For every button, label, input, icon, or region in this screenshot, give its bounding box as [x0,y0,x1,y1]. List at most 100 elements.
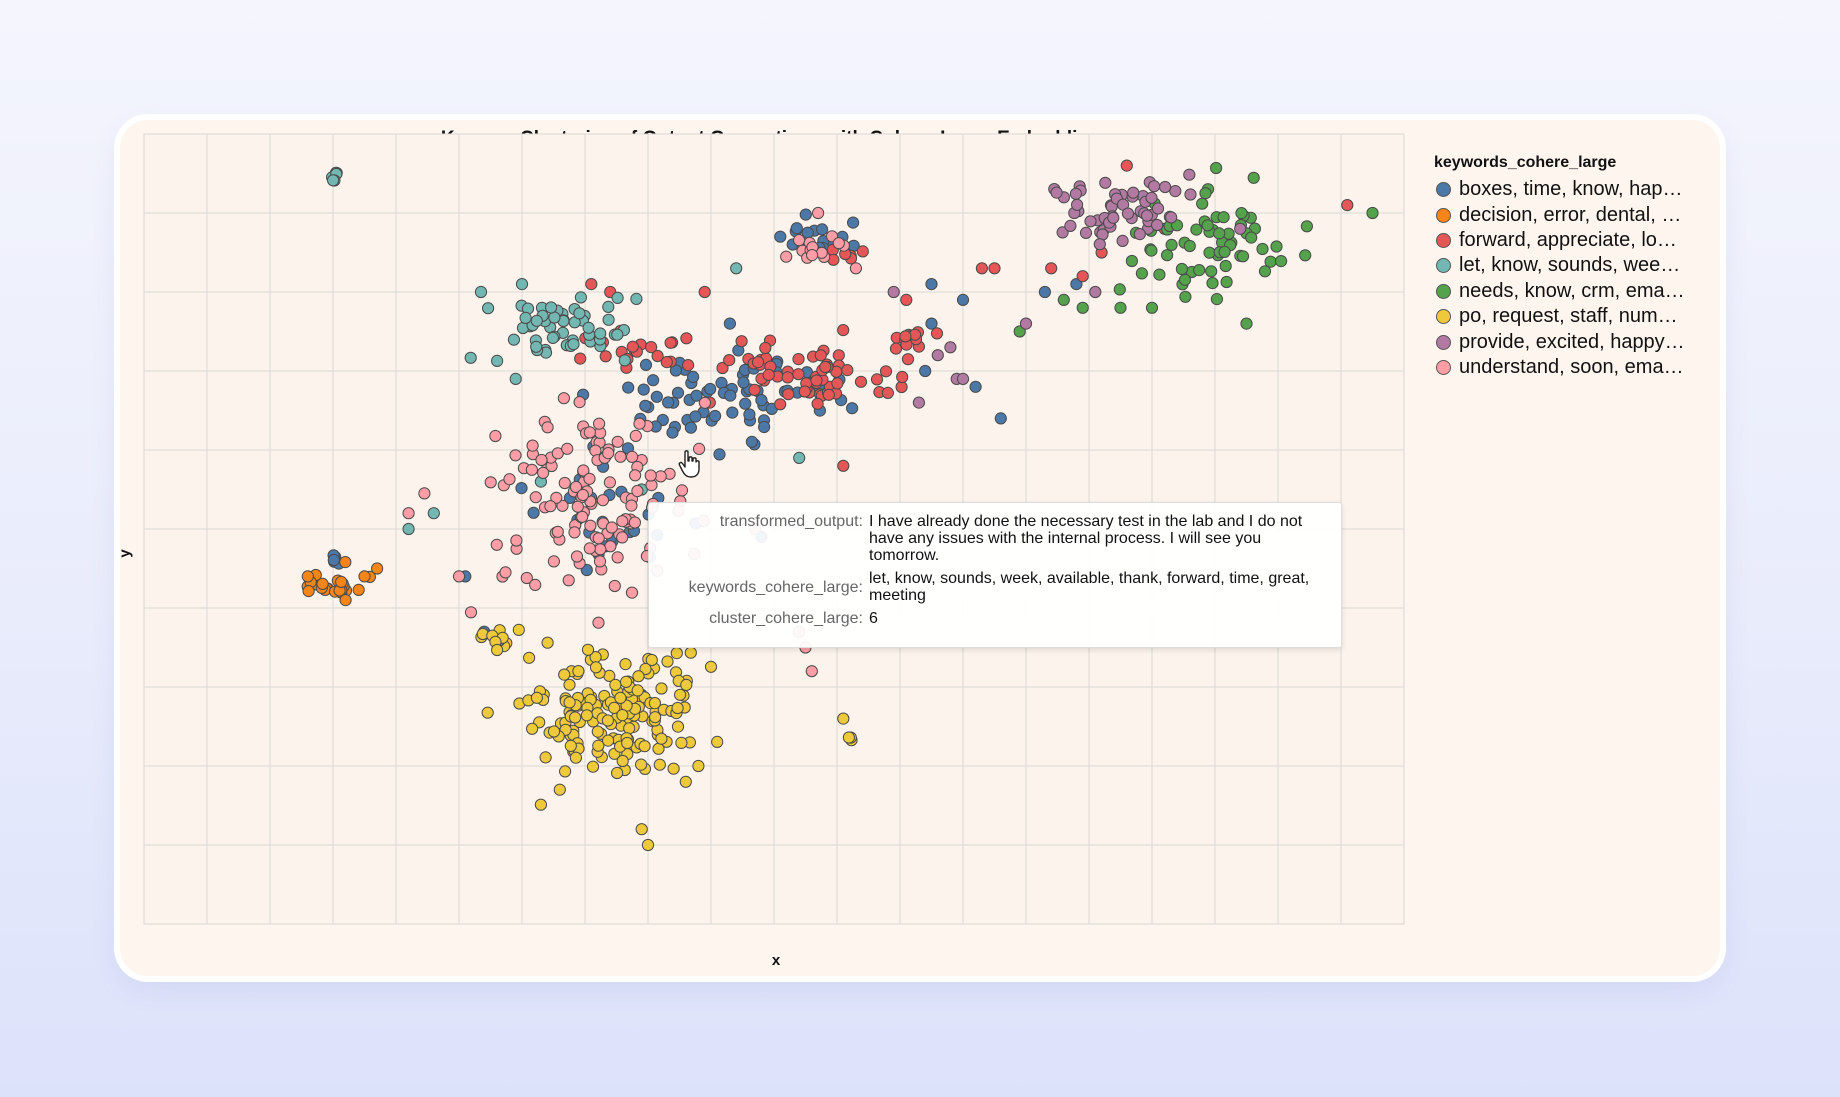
data-point[interactable] [592,739,605,752]
data-point[interactable] [464,351,477,364]
data-point[interactable] [648,697,662,710]
data-point[interactable] [559,765,572,778]
data-point[interactable] [849,262,863,275]
data-point[interactable] [515,278,529,291]
data-point[interactable] [759,341,772,355]
data-point[interactable] [639,399,652,412]
data-point[interactable] [799,208,812,221]
data-point[interactable] [537,466,550,479]
data-point[interactable] [339,556,352,569]
data-point[interactable] [547,555,560,568]
data-point[interactable] [1169,185,1182,198]
data-point[interactable] [675,484,689,497]
data-point[interactable] [563,678,576,691]
data-point[interactable] [751,356,765,369]
legend-item[interactable]: po, request, staff, num… [1434,304,1714,329]
data-point[interactable] [1275,255,1288,268]
data-point[interactable] [535,453,548,467]
data-point[interactable] [654,470,667,483]
data-point[interactable] [558,668,571,681]
data-point[interactable] [645,341,658,354]
data-point[interactable] [1175,262,1189,276]
data-point[interactable] [956,372,970,385]
data-point[interactable] [675,736,688,750]
data-point[interactable] [1256,242,1269,256]
data-point[interactable] [671,720,685,733]
data-point[interactable] [715,376,728,389]
data-point[interactable] [1050,186,1063,199]
data-point[interactable] [847,216,860,229]
legend-item[interactable]: provide, excited, happy… [1434,329,1714,354]
data-point[interactable] [671,386,685,399]
data-point[interactable] [582,321,595,334]
data-points[interactable] [301,159,1379,852]
data-point[interactable] [1153,268,1166,281]
data-point[interactable] [822,388,835,401]
data-point[interactable] [682,359,695,372]
data-point[interactable] [792,353,805,366]
data-point[interactable] [635,758,648,771]
data-point[interactable] [611,328,624,341]
data-point[interactable] [684,646,697,659]
data-point[interactable] [539,751,552,764]
data-point[interactable] [854,375,868,388]
data-point[interactable] [912,396,926,409]
legend-item[interactable]: boxes, time, know, hap… [1434,177,1714,202]
data-point[interactable] [628,469,642,482]
data-point[interactable] [527,506,540,519]
data-point[interactable] [1193,264,1206,277]
data-point[interactable] [925,317,938,330]
data-point[interactable] [692,759,705,773]
data-point[interactable] [541,636,554,649]
data-point[interactable] [814,349,827,362]
data-point[interactable] [792,368,805,381]
data-point[interactable] [583,542,596,555]
data-point[interactable] [529,578,542,591]
data-point[interactable] [592,616,605,629]
data-point[interactable] [1133,228,1146,241]
data-point[interactable] [737,376,750,389]
data-point[interactable] [793,451,806,464]
data-point[interactable] [748,383,761,396]
data-point[interactable] [975,262,989,275]
data-point[interactable] [944,341,957,354]
data-point[interactable] [723,317,737,330]
data-point[interactable] [856,245,869,258]
data-point[interactable] [1121,207,1135,220]
data-point[interactable] [569,751,582,764]
data-point[interactable] [723,354,736,367]
data-point[interactable] [782,388,795,401]
data-point[interactable] [1183,239,1196,253]
data-point[interactable] [569,480,583,494]
data-point[interactable] [664,336,677,349]
data-point[interactable] [1070,278,1083,291]
data-point[interactable] [662,396,675,409]
data-point[interactable] [900,293,913,306]
data-point[interactable] [680,332,693,345]
data-point[interactable] [687,370,700,383]
data-point[interactable] [1201,219,1214,232]
data-point[interactable] [1299,249,1312,262]
data-point[interactable] [611,291,624,304]
data-point[interactable] [509,449,522,462]
data-point[interactable] [674,688,687,701]
data-point[interactable] [1245,231,1258,244]
data-point[interactable] [1064,219,1077,233]
data-point[interactable] [616,754,629,768]
data-point[interactable] [602,734,615,747]
data-point[interactable] [530,691,543,704]
data-point[interactable] [557,392,570,405]
data-point[interactable] [645,653,658,667]
data-point[interactable] [1116,234,1129,248]
data-point[interactable] [819,360,832,374]
data-point[interactable] [569,711,582,724]
data-point[interactable] [690,389,703,402]
data-point[interactable] [568,526,581,539]
data-point[interactable] [490,538,503,551]
data-point[interactable] [842,731,856,744]
data-point[interactable] [660,356,673,369]
data-point[interactable] [1159,180,1172,194]
data-point[interactable] [592,532,605,545]
data-point[interactable] [608,701,621,715]
data-point[interactable] [1199,187,1212,200]
